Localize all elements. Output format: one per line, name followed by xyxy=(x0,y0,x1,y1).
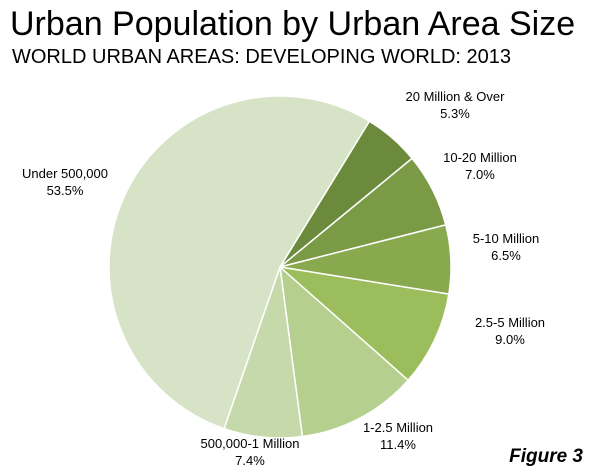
slice-label: 1-2.5 Million 11.4% xyxy=(363,420,433,452)
figure-label: Figure 3 xyxy=(509,446,583,467)
slice-value-label: 53.5% xyxy=(47,183,84,198)
slice-value-label: 11.4% xyxy=(380,437,416,452)
chart-subtitle: WORLD URBAN AREAS: DEVELOPING WORLD: 201… xyxy=(12,46,512,68)
slice-category-label: 20 Million & Over xyxy=(406,89,506,104)
pie-slice xyxy=(277,265,450,382)
slice-label: 20 Million & Over 5.3% xyxy=(406,89,506,121)
slice-label: 10-20 Million 7.0% xyxy=(443,150,517,182)
slice-value-label: 9.0% xyxy=(495,332,525,347)
slice-category-label: 2.5-5 Million xyxy=(475,315,545,330)
slice-label: Under 500,000 53.5% xyxy=(22,166,108,198)
slice-category-label: 500,000-1 Million xyxy=(200,436,299,451)
slice-value-label: 5.3% xyxy=(440,106,470,121)
slice-label: 500,000-1 Million 7.4% xyxy=(200,436,299,468)
slice-category-label: 10-20 Million xyxy=(443,150,517,165)
chart-title: Urban Population by Urban Area Size xyxy=(10,5,576,43)
slice-value-label: 7.4% xyxy=(235,453,265,468)
slice-label: 5-10 Million 6.5% xyxy=(473,231,539,263)
slice-category-label: Under 500,000 xyxy=(22,166,108,181)
slice-category-label: 5-10 Million xyxy=(473,231,539,246)
slice-label: 2.5-5 Million 9.0% xyxy=(475,315,545,347)
pie-slice xyxy=(108,95,371,430)
pie-slice xyxy=(278,265,410,438)
slice-category-label: 1-2.5 Million xyxy=(363,420,433,435)
slice-value-label: 7.0% xyxy=(465,167,495,182)
slice-value-label: 6.5% xyxy=(491,248,521,263)
